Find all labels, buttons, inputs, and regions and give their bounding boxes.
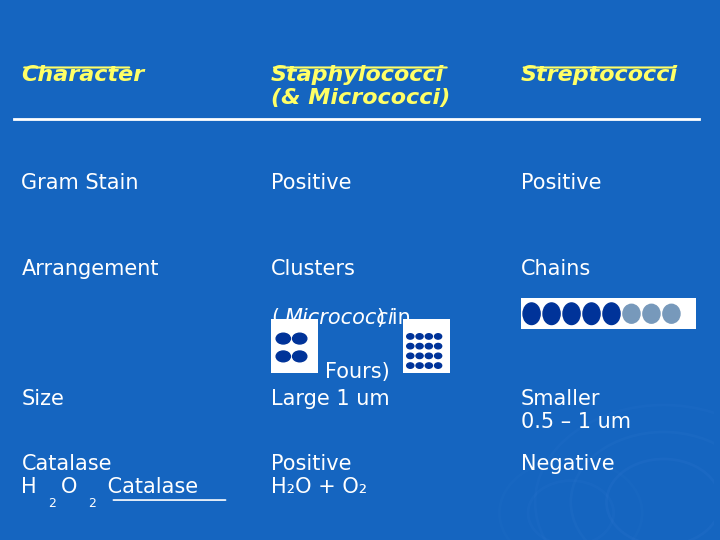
Text: Catalase: Catalase [102, 477, 199, 497]
Text: Character: Character [22, 65, 145, 85]
Circle shape [426, 334, 433, 339]
Ellipse shape [663, 304, 680, 323]
Text: Clusters: Clusters [271, 259, 356, 279]
FancyBboxPatch shape [403, 319, 449, 373]
Ellipse shape [563, 303, 580, 325]
Circle shape [416, 363, 423, 368]
Text: Gram Stain: Gram Stain [22, 173, 139, 193]
Text: Smaller
0.5 – 1 um: Smaller 0.5 – 1 um [521, 389, 631, 432]
Circle shape [435, 363, 441, 368]
Text: Positive: Positive [521, 173, 601, 193]
Circle shape [416, 353, 423, 359]
Ellipse shape [523, 303, 540, 325]
Text: H: H [22, 477, 37, 497]
Circle shape [416, 343, 423, 349]
Circle shape [276, 333, 290, 344]
Text: H₂O + O₂: H₂O + O₂ [271, 477, 367, 497]
Circle shape [435, 353, 441, 359]
Ellipse shape [623, 304, 640, 323]
Text: Positive: Positive [271, 454, 351, 474]
Circle shape [292, 333, 307, 344]
Text: Arrangement: Arrangement [22, 259, 159, 279]
Ellipse shape [603, 303, 620, 325]
Circle shape [407, 334, 414, 339]
Circle shape [426, 353, 433, 359]
Text: Fours): Fours) [325, 362, 390, 382]
Text: Large 1 um: Large 1 um [271, 389, 390, 409]
Circle shape [435, 334, 441, 339]
Text: O: O [61, 477, 78, 497]
Text: Micrococci: Micrococci [284, 308, 394, 328]
Ellipse shape [583, 303, 600, 325]
Text: Chains: Chains [521, 259, 591, 279]
Text: Catalase: Catalase [22, 454, 112, 474]
Circle shape [276, 351, 290, 362]
Text: Staphylococci
(& Micrococci): Staphylococci (& Micrococci) [271, 65, 451, 108]
Text: ) in: ) in [377, 308, 410, 328]
Circle shape [407, 363, 414, 368]
Text: 2: 2 [88, 497, 96, 510]
Text: Streptococci: Streptococci [521, 65, 678, 85]
Text: 2: 2 [48, 497, 56, 510]
FancyBboxPatch shape [521, 298, 696, 329]
Circle shape [435, 343, 441, 349]
Circle shape [292, 351, 307, 362]
Ellipse shape [643, 304, 660, 323]
Circle shape [407, 353, 414, 359]
Text: Negative: Negative [521, 454, 614, 474]
Circle shape [416, 334, 423, 339]
Circle shape [426, 343, 433, 349]
Ellipse shape [543, 303, 560, 325]
Text: (: ( [271, 308, 279, 328]
FancyBboxPatch shape [271, 319, 318, 373]
Text: Size: Size [22, 389, 64, 409]
Circle shape [426, 363, 433, 368]
Circle shape [407, 343, 414, 349]
Text: Positive: Positive [271, 173, 351, 193]
